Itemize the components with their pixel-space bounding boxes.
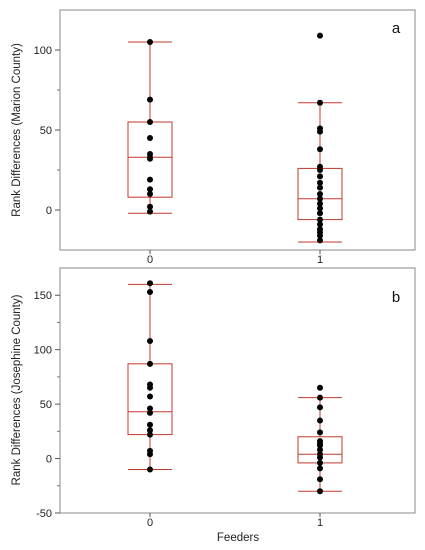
data-point bbox=[317, 195, 323, 202]
panel-a-frame bbox=[59, 9, 416, 251]
x-tick-label: 0 bbox=[147, 517, 153, 529]
panel-b: -50 0 50 100 150 0 1 b Rank Differences (Jose… bbox=[11, 267, 416, 544]
panel-a-ylabel: Rank Differences (Marion County) bbox=[11, 43, 23, 217]
panel-b-frame bbox=[59, 267, 416, 514]
data-point bbox=[317, 216, 323, 223]
data-point bbox=[147, 337, 153, 344]
data-point bbox=[147, 186, 153, 193]
data-point bbox=[317, 184, 323, 191]
y-tick-label: 0 bbox=[46, 205, 52, 217]
data-point bbox=[147, 421, 153, 428]
data-point bbox=[317, 488, 323, 495]
data-point bbox=[317, 442, 323, 449]
data-point bbox=[147, 39, 153, 45]
panel-b-xlabel: Feeders bbox=[217, 532, 259, 544]
y-tick-label: 0 bbox=[46, 454, 52, 466]
y-tick-label: 100 bbox=[34, 345, 52, 357]
x-tick-label: 0 bbox=[147, 254, 153, 266]
data-point bbox=[147, 280, 153, 287]
data-point bbox=[317, 179, 323, 186]
data-point bbox=[147, 427, 153, 434]
data-point bbox=[317, 446, 323, 453]
data-point bbox=[147, 135, 153, 141]
y-tick-label: 100 bbox=[34, 45, 52, 57]
data-point bbox=[317, 394, 323, 401]
x-tick-label: 1 bbox=[317, 517, 323, 529]
panel-b-ylabel: Rank Differences (Josephine County) bbox=[11, 294, 23, 485]
y-tick-label: 50 bbox=[40, 399, 52, 411]
data-point bbox=[317, 384, 323, 391]
data-point bbox=[147, 191, 153, 197]
data-point bbox=[317, 404, 323, 411]
data-point bbox=[147, 119, 153, 125]
data-point bbox=[317, 210, 323, 217]
data-point bbox=[147, 466, 153, 473]
data-point bbox=[317, 173, 323, 180]
y-tick-label: -50 bbox=[36, 508, 52, 520]
data-point bbox=[147, 384, 153, 391]
y-tick-label: 50 bbox=[40, 125, 52, 137]
panel-a-letter: a bbox=[392, 20, 401, 37]
data-point bbox=[317, 99, 323, 106]
data-point bbox=[317, 146, 323, 153]
data-point bbox=[317, 465, 323, 472]
data-point bbox=[317, 191, 323, 197]
data-point bbox=[147, 96, 153, 103]
data-point bbox=[317, 476, 323, 483]
data-point bbox=[317, 232, 323, 239]
data-point bbox=[317, 32, 323, 39]
data-point bbox=[317, 237, 323, 244]
data-point bbox=[317, 128, 323, 135]
panel-a: 0 50 100 0 1 a Rank Differences (Marion Cou… bbox=[11, 9, 416, 266]
data-point bbox=[147, 360, 153, 367]
data-point bbox=[317, 221, 323, 228]
data-point bbox=[317, 205, 323, 212]
data-point bbox=[147, 208, 153, 215]
data-point bbox=[147, 405, 153, 412]
data-point bbox=[147, 451, 153, 458]
data-point bbox=[147, 393, 153, 400]
data-point bbox=[147, 155, 153, 162]
data-point bbox=[147, 203, 153, 210]
y-tick-label: 150 bbox=[34, 290, 52, 302]
data-point bbox=[317, 200, 323, 207]
x-tick-label: 1 bbox=[317, 254, 323, 266]
data-point bbox=[317, 417, 323, 424]
data-point bbox=[317, 167, 323, 173]
data-point bbox=[147, 288, 153, 295]
data-point bbox=[147, 431, 153, 438]
data-point bbox=[147, 176, 153, 183]
panel-b-letter: b bbox=[392, 289, 400, 306]
data-point bbox=[317, 454, 323, 461]
data-point bbox=[147, 409, 153, 416]
data-point bbox=[317, 429, 323, 436]
data-point bbox=[317, 459, 323, 466]
